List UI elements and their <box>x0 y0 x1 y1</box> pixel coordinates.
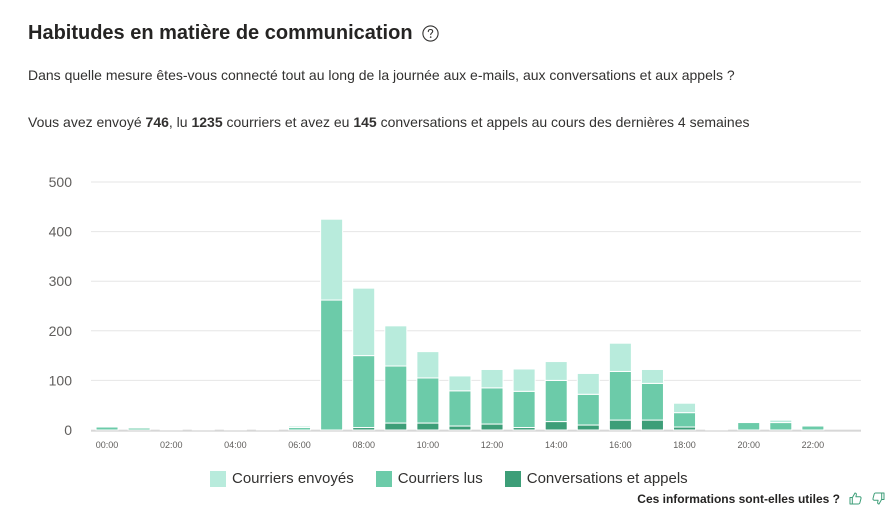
bar-segment <box>127 427 151 431</box>
bar-segment <box>384 422 408 431</box>
x-tick-label: 16:00 <box>609 440 632 450</box>
bar-segment <box>576 424 600 431</box>
legend-swatch-conversations <box>504 470 521 487</box>
bar-segment <box>608 342 632 372</box>
thumbs-up-icon[interactable] <box>848 491 863 506</box>
bar-segment <box>384 325 408 367</box>
y-tick-label: 500 <box>49 174 73 190</box>
x-tick-label: 12:00 <box>481 440 504 450</box>
bar-segment <box>255 429 279 431</box>
bar-segment <box>673 412 697 428</box>
subtitle: Dans quelle mesure êtes-vous connecté to… <box>28 67 735 83</box>
y-tick-label: 400 <box>49 224 73 240</box>
bar-segment <box>448 375 472 392</box>
bar-segment <box>608 370 632 421</box>
x-tick-label: 22:00 <box>802 440 825 450</box>
read-count: 1235 <box>191 114 223 130</box>
legend-item-read[interactable]: Courriers lus <box>375 470 483 487</box>
summary-mid1: , lu <box>168 114 192 130</box>
bar-segment <box>95 426 119 431</box>
bar-segment <box>544 379 568 423</box>
page-title: Habitudes en matière de communication <box>28 22 413 44</box>
y-tick-label: 0 <box>64 422 72 438</box>
bar-segment <box>544 361 568 381</box>
bar-segment <box>640 368 664 384</box>
bar-segment <box>640 419 664 431</box>
bar-segment <box>544 421 568 431</box>
bar-segment <box>705 428 729 431</box>
bar-segment <box>288 425 312 429</box>
bar-segment <box>769 419 793 424</box>
bar-segment <box>512 390 536 429</box>
legend-swatch-read <box>375 470 392 487</box>
bar-segment <box>223 429 247 431</box>
bar-segment <box>416 351 440 379</box>
x-tick-label: 02:00 <box>160 440 183 450</box>
summary-mid2: courriers et avez eu <box>222 114 354 130</box>
bar-segment <box>448 425 472 431</box>
chart-legend: Courriers envoyés Courriers lus Conversa… <box>210 470 710 487</box>
legend-item-sent[interactable]: Courriers envoyés <box>210 470 354 487</box>
x-tick-label: 06:00 <box>288 440 311 450</box>
bar-segment <box>320 299 344 431</box>
bar-segment <box>769 422 793 431</box>
bar-segment <box>384 365 408 424</box>
summary-prefix: Vous avez envoyé <box>28 114 146 130</box>
sent-count: 746 <box>145 114 169 130</box>
y-tick-label: 300 <box>49 273 73 289</box>
bar-segment <box>576 372 600 395</box>
legend-label-conversations: Conversations et appels <box>526 470 688 487</box>
y-tick-label: 200 <box>49 323 73 339</box>
summary-text: Vous avez envoyé 746, lu 1235 courriers … <box>28 114 749 130</box>
bar-segment <box>801 425 825 431</box>
legend-swatch-sent <box>210 470 226 487</box>
legend-label-sent: Courriers envoyés <box>232 470 354 487</box>
bar-segment <box>191 429 215 431</box>
x-tick-label: 14:00 <box>545 440 568 450</box>
x-tick-label: 08:00 <box>352 440 375 450</box>
legend-label-read: Courriers lus <box>397 470 483 487</box>
bar-segment <box>448 390 472 427</box>
bar-segment <box>352 355 376 429</box>
bar-segment <box>159 428 183 431</box>
communication-chart: 0 100 200 300 400 500 00:00 02:00 04:00 06:00 08:0… <box>49 174 861 450</box>
x-tick-label: 00:00 <box>96 440 119 450</box>
x-tick-label: 10:00 <box>417 440 440 450</box>
x-tick-label: 04:00 <box>224 440 247 450</box>
x-tick-label: 20:00 <box>737 440 760 450</box>
title-row: Habitudes en matière de communication <box>28 22 439 45</box>
bar-segment <box>480 387 504 425</box>
bar-segment <box>416 422 440 431</box>
legend-item-conversations[interactable]: Conversations et appels <box>504 470 688 487</box>
help-circle-icon[interactable] <box>421 25 439 42</box>
bar-segment <box>608 419 632 431</box>
bar-segment <box>737 422 761 431</box>
bar-segment <box>512 368 536 392</box>
bar-segment <box>416 377 440 424</box>
bar-segment <box>480 368 504 389</box>
conversations-count: 145 <box>353 114 377 130</box>
feedback-label: Ces informations sont-elles utiles ? <box>637 491 840 506</box>
x-tick-label: 18:00 <box>673 440 696 450</box>
bar-segment <box>480 423 504 431</box>
bar-segment <box>640 382 664 421</box>
thumbs-down-icon[interactable] <box>871 491 886 506</box>
bar-segment <box>673 402 697 414</box>
feedback-row: Ces informations sont-elles utiles ? <box>637 491 886 506</box>
bar-segment <box>576 393 600 426</box>
bar-segment <box>320 218 344 301</box>
y-tick-label: 100 <box>49 372 73 388</box>
summary-suffix: conversations et appels au cours des der… <box>376 114 750 130</box>
bar-segment <box>352 287 376 357</box>
